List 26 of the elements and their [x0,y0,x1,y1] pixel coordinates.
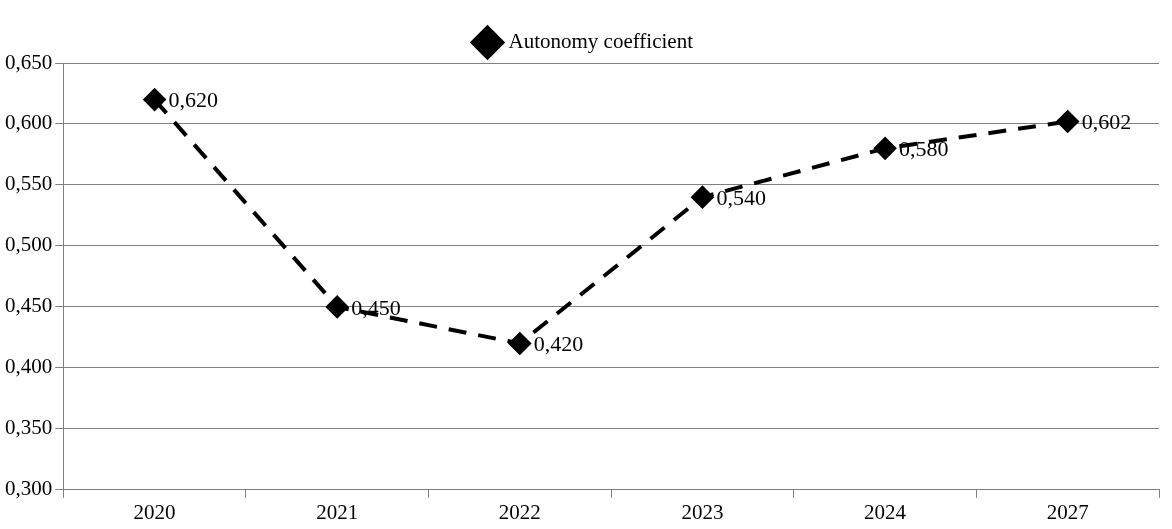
y-tick-label: 0,300 [5,476,53,501]
y-tick-label: 0,600 [5,110,53,135]
x-tick-label: 2027 [1046,499,1089,524]
point [143,88,166,111]
point [326,295,349,318]
data-label: 0,540 [716,184,766,210]
y-tick-label: 0,650 [5,49,53,74]
data-label: 0,602 [1081,109,1132,135]
x-tick-label: 2021 [316,499,359,524]
data-label: 0,450 [351,294,401,320]
y-tick-label: 0,450 [5,293,53,318]
legend-label: Autonomy coefficient [508,29,694,54]
x-tick-label: 2020 [133,499,176,524]
point [874,137,897,160]
data-label: 0,620 [168,87,219,113]
point [508,332,531,355]
y-tick-label: 0,400 [5,354,53,379]
y-tick-label: 0,350 [5,415,53,440]
data-label: 0,420 [533,331,584,357]
point [691,186,714,209]
x-tick-label: 2024 [864,499,907,524]
x-tick-label: 2023 [681,499,724,524]
point [1056,110,1079,133]
y-tick-label: 0,550 [5,171,53,196]
x-tick-label: 2022 [498,499,541,524]
y-tick-label: 0,500 [5,232,53,257]
